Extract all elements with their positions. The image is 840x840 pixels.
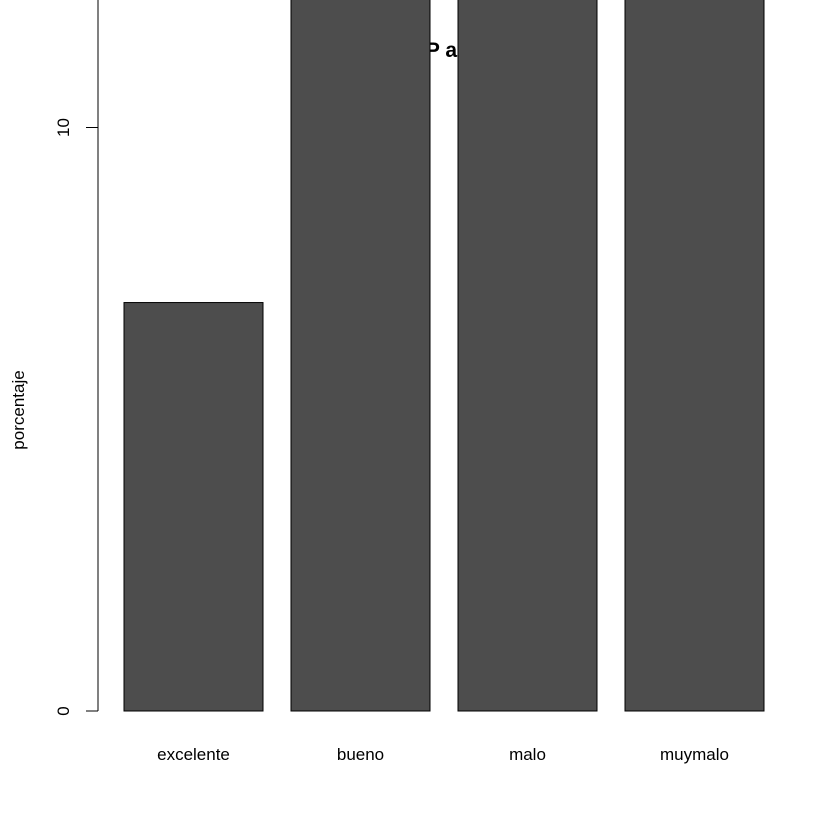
x-category-label-excelente: excelente (157, 745, 230, 764)
y-tick-label: 0 (54, 706, 73, 715)
bars-group (123, 0, 765, 712)
bar-malo (457, 0, 598, 712)
bar-bueno (290, 0, 431, 712)
x-category-label-muymalo: muymalo (660, 745, 729, 764)
x-category-label-malo: malo (509, 745, 546, 764)
category-labels: excelente bueno malo muymalo (157, 745, 729, 764)
x-category-label-bueno: bueno (337, 745, 384, 764)
bar-muymalo (624, 0, 765, 712)
y-tick-label: 10 (54, 118, 73, 137)
y-axis-label: porcentaje (9, 370, 28, 449)
y-axis: 010203040 (54, 0, 99, 716)
bar-excelente (123, 302, 264, 712)
